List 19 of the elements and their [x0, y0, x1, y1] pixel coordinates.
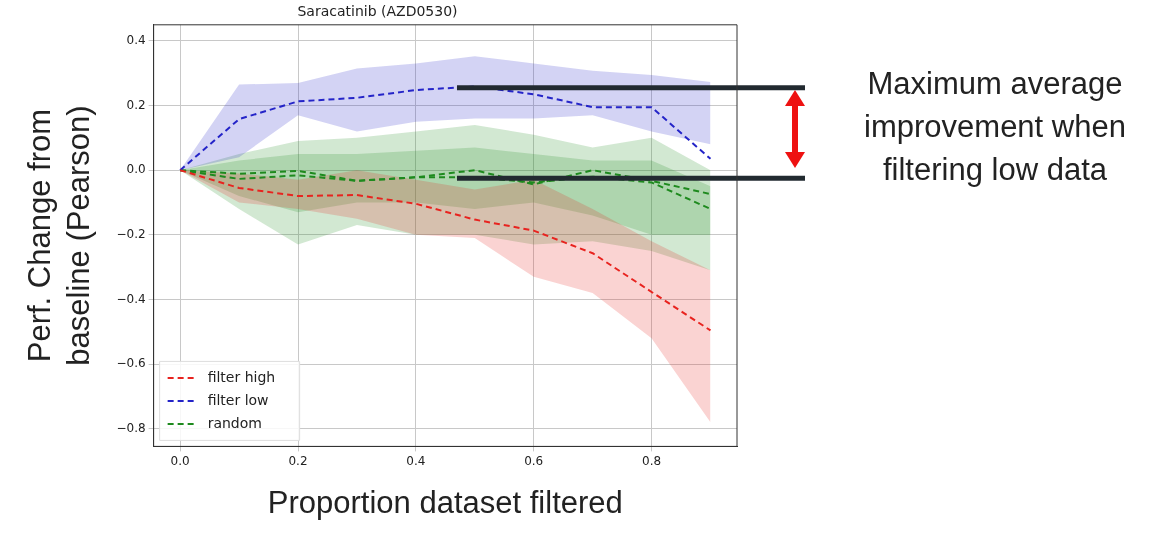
x-tick-label: 0.6 — [524, 453, 544, 468]
legend-label: filter low — [207, 391, 269, 408]
text: Maximum average improvement when filtering low data — [863, 65, 1127, 189]
y-tick-label: −0.6 — [116, 356, 146, 371]
y-tick-label: −0.4 — [116, 291, 146, 306]
y-tick-label: 0.4 — [126, 33, 146, 48]
y-tick-label: −0.2 — [116, 226, 146, 241]
x-tick-label: 0.8 — [642, 453, 662, 468]
y-tick-label: 0.0 — [126, 162, 146, 177]
legend-label: random — [207, 414, 262, 431]
legend-label: filter high — [207, 368, 276, 385]
x-tick-label: 0.0 — [170, 453, 190, 468]
y-tick-label: 0.2 — [126, 97, 146, 112]
y-tick-label: −0.8 — [116, 420, 146, 435]
x-tick-label: 0.2 — [288, 453, 308, 468]
x-tick-label: 0.4 — [406, 453, 426, 468]
x-axis-title: Proportion dataset filtered — [267, 484, 623, 520]
y-axis-title: Perf. Change from baseline (Pearson) — [21, 105, 96, 366]
chart-title: Saracatinib (AZD0530) — [297, 3, 458, 20]
